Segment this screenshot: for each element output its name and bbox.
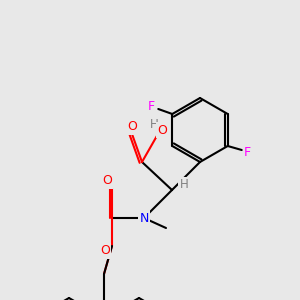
Text: O: O <box>127 121 137 134</box>
Text: N: N <box>139 212 149 224</box>
Text: O: O <box>100 244 110 257</box>
Text: F: F <box>148 100 155 112</box>
Text: H: H <box>150 118 158 131</box>
Text: F: F <box>244 146 251 158</box>
Text: O: O <box>102 175 112 188</box>
Text: H: H <box>180 178 188 191</box>
Text: O: O <box>157 124 167 136</box>
